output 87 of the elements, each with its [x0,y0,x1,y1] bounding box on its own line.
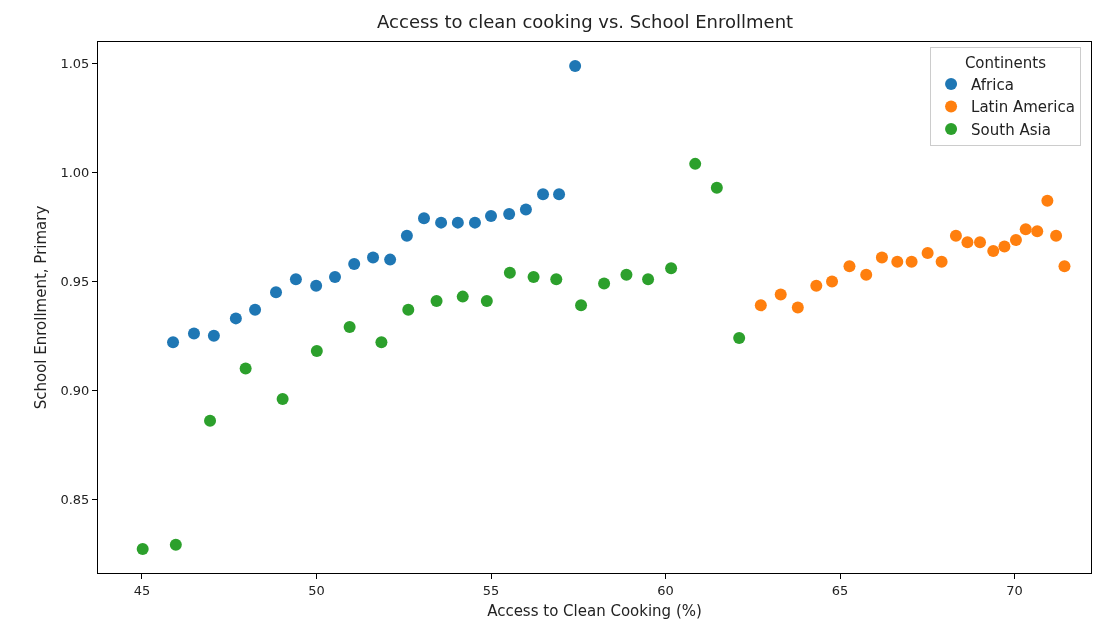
point [575,299,588,312]
point [891,255,904,268]
point [348,257,361,270]
point [733,331,746,344]
point [1019,223,1032,236]
point [935,255,948,268]
point [204,414,217,427]
point [136,543,149,556]
x-axis-title: Access to Clean Cooking (%) [487,601,702,620]
point [949,229,962,242]
y-tick-label: 0.90 [60,382,90,398]
point [400,229,413,242]
point [710,181,723,194]
point [239,362,252,375]
point [998,240,1011,253]
point [527,271,540,284]
point [418,212,430,225]
point [642,273,655,286]
chart-title: Access to clean cooking vs. School Enrollment [377,11,794,33]
point [974,236,987,249]
y-tick-label: 0.85 [60,491,90,507]
point [249,303,262,316]
point [503,207,516,220]
x-tick-label: 70 [1006,582,1023,598]
point [569,59,582,72]
point [480,294,493,307]
point [1058,260,1071,273]
point [754,299,767,312]
point [503,266,516,279]
legend-label: Latin America [971,98,1075,117]
y-tick-label: 1.05 [60,56,90,72]
point [310,279,323,292]
y-tick-label: 0.95 [60,273,90,289]
point [367,251,380,264]
point [921,247,934,260]
point [329,271,341,284]
point [430,294,443,307]
point [826,275,839,288]
point [485,210,498,223]
point [276,392,289,405]
point [519,203,532,216]
point [169,538,182,551]
y-axis-title: School Enrollment, Primary [31,205,50,410]
point [468,216,481,229]
legend-label: South Asia [971,120,1051,139]
point [774,288,787,301]
point [791,301,804,314]
point [310,345,323,358]
point [435,216,448,229]
point [987,244,1000,257]
point [810,279,823,292]
point [875,251,888,264]
point [187,327,200,340]
point [620,268,633,281]
point [451,216,464,229]
point [375,336,388,349]
point [961,236,974,249]
point [207,329,220,342]
point [343,321,356,334]
y-tick-label: 1.00 [60,165,90,181]
legend-title: Continents [964,53,1047,72]
point [843,260,856,273]
x-tick-label: 60 [657,582,674,598]
x-tick-label: 45 [133,582,151,598]
point [289,273,302,286]
x-tick-label: 50 [308,582,325,598]
x-tick-label: 65 [831,582,849,598]
point [384,253,397,266]
point [229,312,242,325]
point [456,290,469,303]
point [1009,234,1022,247]
point [553,188,566,201]
point [665,262,678,275]
point [270,286,283,299]
point [860,268,873,281]
point [550,273,563,286]
point [689,157,702,170]
point [1050,229,1063,242]
x-tick-label: 55 [482,582,500,598]
point [1031,225,1044,238]
point [402,303,415,316]
point [1041,194,1054,207]
point [167,336,180,349]
legend-label: Africa [971,75,1014,94]
point [537,188,550,201]
point [905,255,918,268]
point [598,277,611,290]
